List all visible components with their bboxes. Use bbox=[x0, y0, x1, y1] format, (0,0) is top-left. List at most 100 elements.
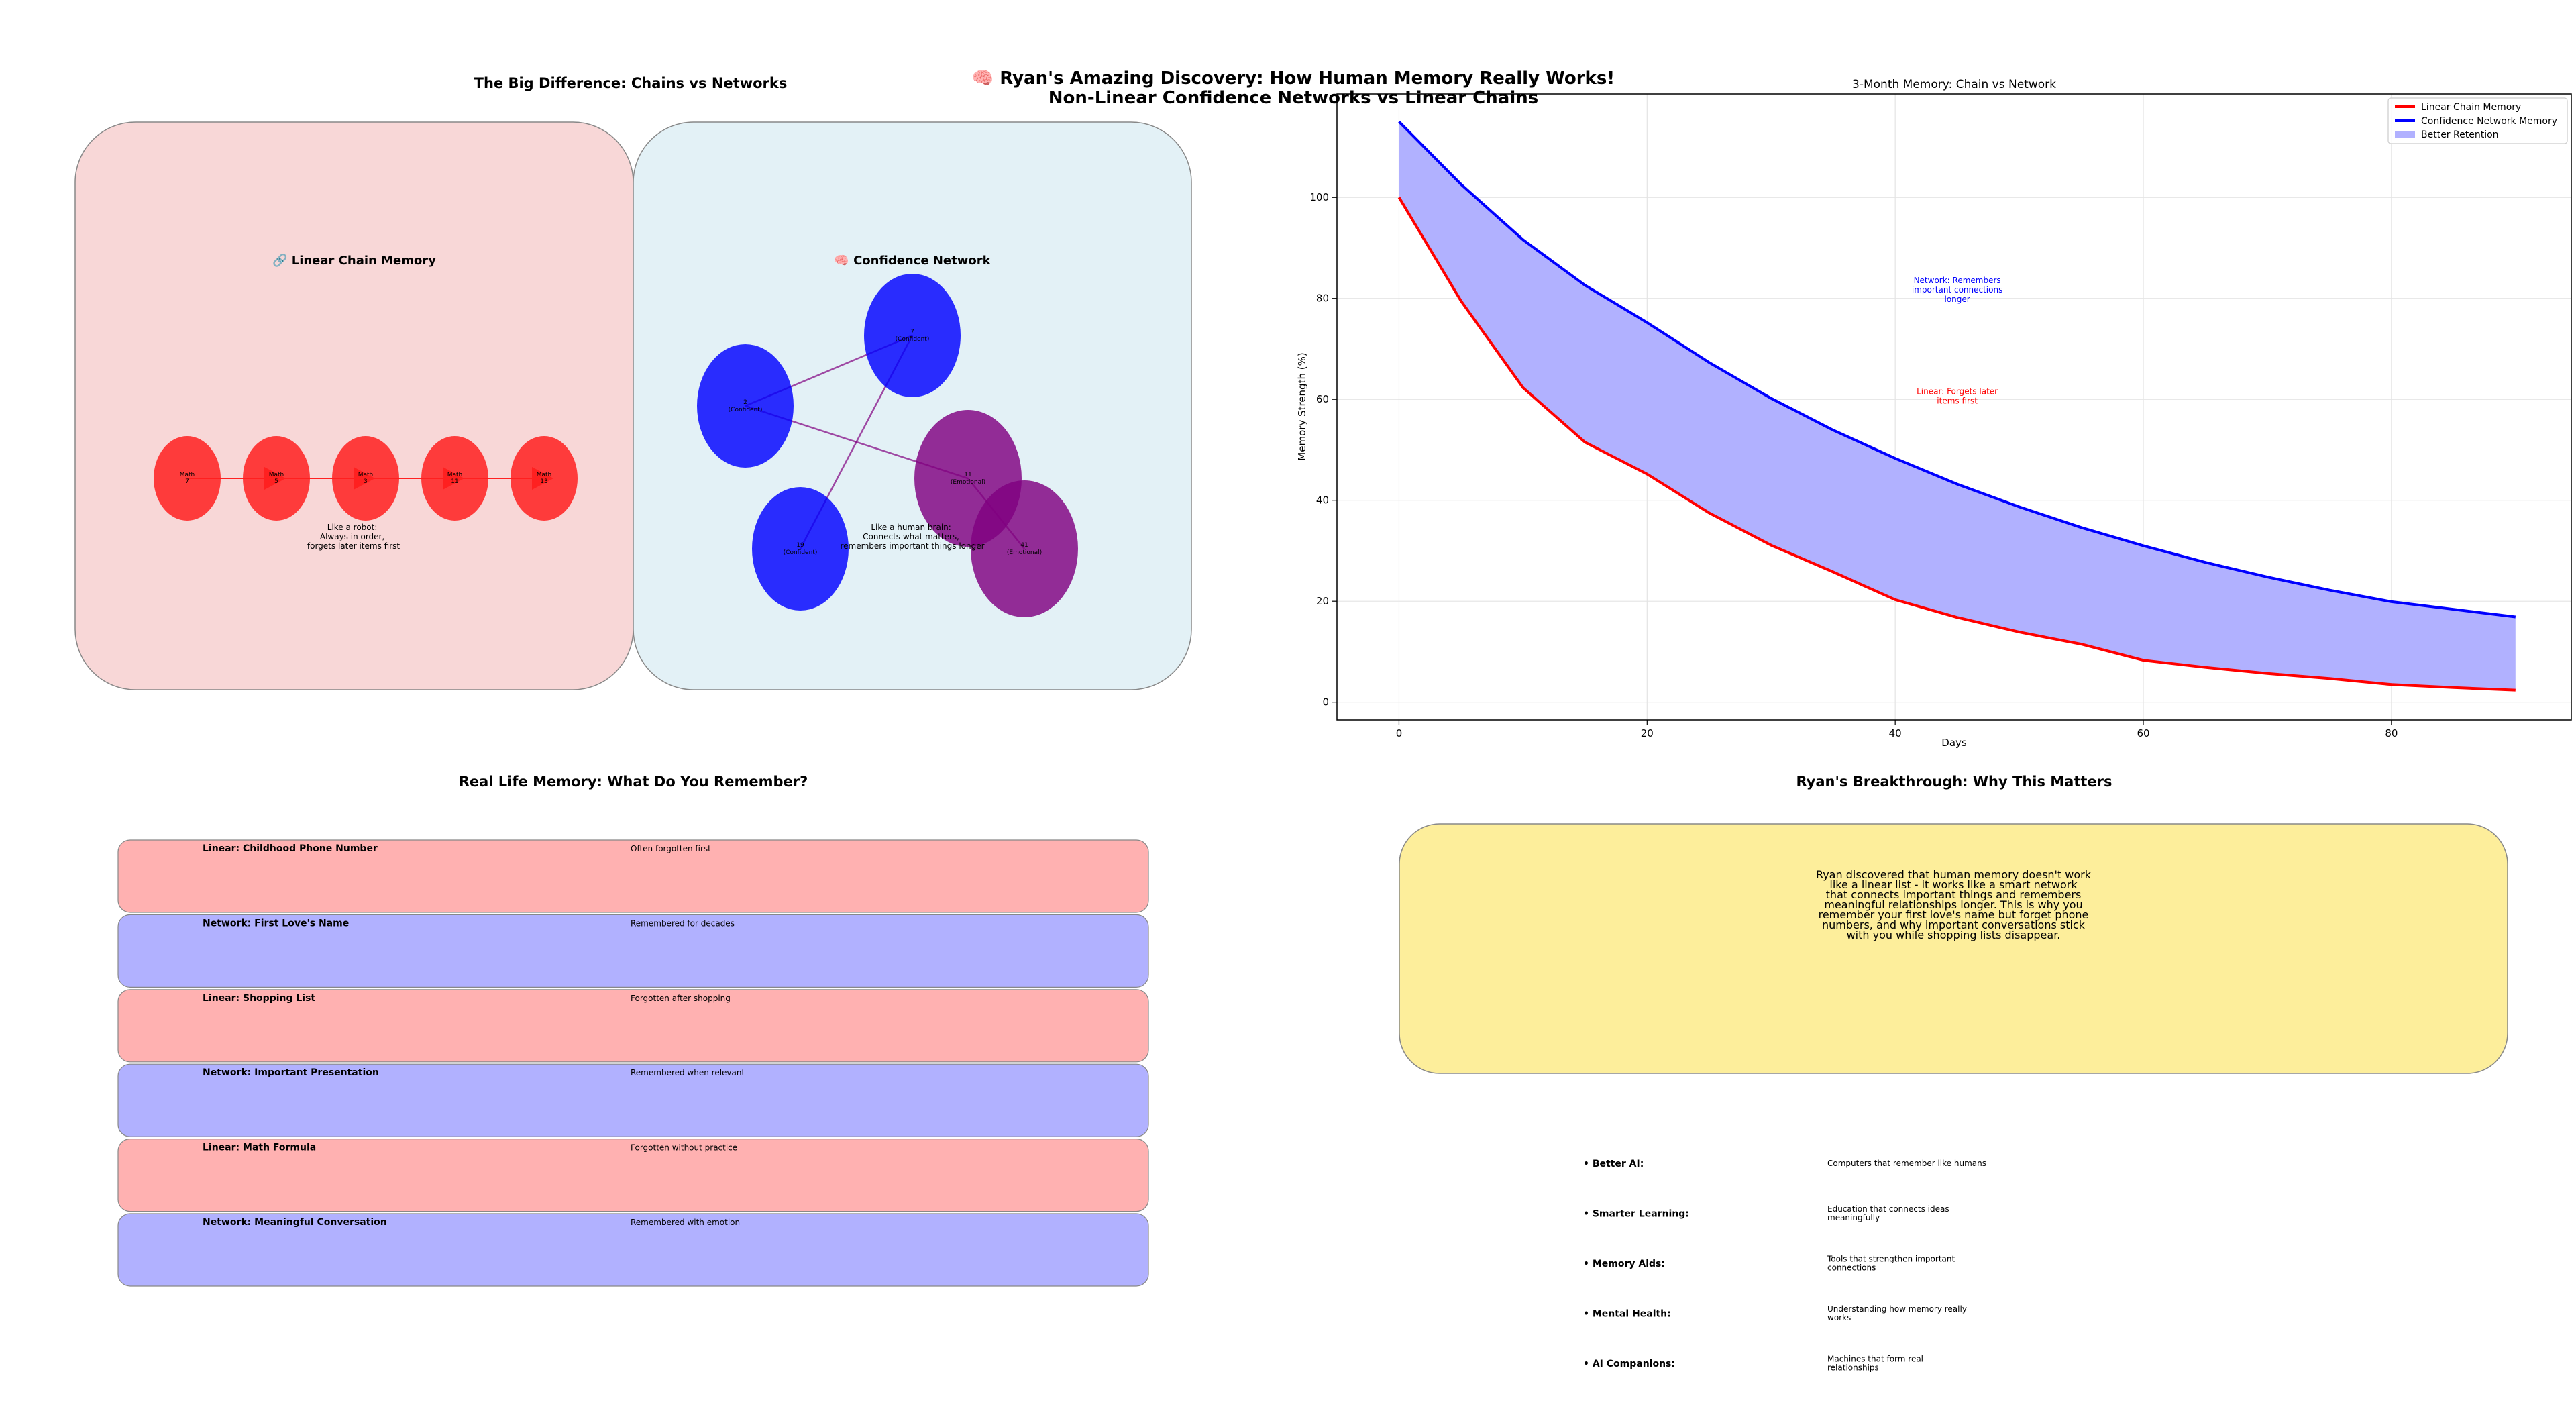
benefit-desc-line: Understanding how memory really bbox=[1827, 1304, 1967, 1314]
memory-row: Linear: Math Formula Forgotten without pr… bbox=[117, 1138, 1149, 1212]
benefit-desc: Education that connects ideas meaningfull… bbox=[1827, 1204, 1949, 1222]
chain-box-heading: 🔗 Linear Chain Memory bbox=[272, 253, 436, 268]
confidence-network-line bbox=[1398, 120, 2516, 619]
memory-row-outcome: Forgotten without practice bbox=[631, 1143, 737, 1153]
benefit-label: • AI Companions: bbox=[1583, 1359, 1675, 1369]
chain-node-label-line: 11 bbox=[451, 478, 458, 485]
chain-node-label: Math 11 bbox=[447, 472, 463, 485]
y-tick-label: 20 bbox=[1316, 595, 1329, 607]
network-node-label-line: 2 bbox=[743, 399, 747, 406]
network-caption-line: remembers important things longer bbox=[840, 541, 984, 551]
x-tick-label: 0 bbox=[1396, 727, 1403, 739]
chart-ticks: 0 20 40 60 80 0 20 40 60 80 100 bbox=[1309, 191, 2398, 739]
benefit-desc: Understanding how memory really works bbox=[1827, 1304, 1967, 1322]
diagram-panel: The Big Difference: Chains vs Networks 🔗… bbox=[74, 75, 1192, 690]
benefit-label: • Smarter Learning: bbox=[1583, 1209, 1689, 1220]
benefit-row: • Mental Health: Understanding how memory… bbox=[1583, 1304, 1967, 1322]
network-node-label: 2 (Confident) bbox=[729, 399, 763, 413]
network-node bbox=[697, 344, 794, 468]
real-life-title: Real Life Memory: What Do You Remember? bbox=[459, 774, 808, 790]
chain-caption-line: Always in order, bbox=[320, 532, 384, 541]
network-node-label-line: (Confident) bbox=[784, 549, 818, 556]
chart-legend: Linear Chain Memory Confidence Network M… bbox=[2387, 97, 2568, 144]
network-node-label: 41 (Emotional) bbox=[1007, 542, 1042, 556]
network-node-label-line: 19 bbox=[796, 542, 804, 549]
retention-chart: 3-Month Memory: Chain vs Network 0 20 40 60… bbox=[1296, 78, 2572, 749]
memory-row-outcome: Remembered with emotion bbox=[631, 1218, 740, 1227]
chain-node-label-line: Math bbox=[180, 472, 195, 478]
chain-node-label-line: Math bbox=[358, 472, 374, 478]
benefit-row: • Memory Aids: Tools that strengthen impo… bbox=[1583, 1255, 1955, 1273]
chain-node-label-line: 3 bbox=[364, 478, 368, 485]
network-node bbox=[971, 480, 1078, 617]
figure-title-line1: 🧠 Ryan's Amazing Discovery: How Human Me… bbox=[972, 68, 1615, 89]
benefit-label: • Memory Aids: bbox=[1583, 1259, 1665, 1269]
figure-title-line2: Non-Linear Confidence Networks vs Linear… bbox=[1049, 88, 1538, 108]
network-node bbox=[864, 274, 961, 397]
better-retention-fill bbox=[1399, 121, 2516, 690]
chain-node-label-line: Math bbox=[447, 472, 463, 478]
chain-caption-line: forgets later items first bbox=[307, 541, 400, 551]
chain-node-label: Math 5 bbox=[269, 472, 284, 485]
network-node-label-line: 7 bbox=[910, 329, 914, 335]
chain-node-label-line: Math bbox=[537, 472, 552, 478]
y-tick-label: 100 bbox=[1309, 191, 1329, 203]
chain-arrow bbox=[264, 467, 286, 490]
benefit-desc-line: Education that connects ideas bbox=[1827, 1204, 1949, 1214]
network-caption-line: Connects what matters, bbox=[863, 532, 959, 541]
summary-text: Ryan discovered that human memory doesn'… bbox=[1816, 868, 2092, 941]
network-caption-line: Like a human brain: bbox=[871, 523, 951, 532]
benefit-desc-line: connections bbox=[1827, 1263, 1876, 1273]
chart-annotation-line: Linear: Forgets later bbox=[1917, 387, 1998, 397]
network-nodes: 2 (Confident)7 (Confident)11 (Emotional)19(… bbox=[697, 274, 1078, 617]
summary-box bbox=[1399, 823, 2508, 1074]
memory-row-box bbox=[117, 1213, 1149, 1287]
memory-row-label: Network: First Love's Name bbox=[203, 918, 349, 929]
x-tick-label: 40 bbox=[1889, 727, 1902, 739]
chart-annotation-line: Network: Remembers bbox=[1914, 276, 2001, 285]
plot-frame bbox=[1336, 93, 2572, 721]
memory-row-box bbox=[117, 914, 1149, 988]
memory-row-label: Linear: Math Formula bbox=[203, 1143, 316, 1153]
network-node-label-line: 11 bbox=[964, 472, 971, 478]
breakthrough-panel: Ryan's Breakthrough: Why This Matters Ry… bbox=[1399, 774, 2508, 1373]
benefit-desc: Computers that remember like humans bbox=[1827, 1159, 1986, 1168]
chain-node-label-line: 5 bbox=[274, 478, 278, 485]
benefit-desc-line: Tools that strengthen important bbox=[1827, 1255, 1955, 1264]
benefit-label: • Better AI: bbox=[1583, 1159, 1644, 1169]
summary-line: remember your first love's name but forg… bbox=[1819, 908, 2089, 921]
memory-row-label: Network: Important Presentation bbox=[203, 1067, 379, 1078]
network-node-label-line: (Emotional) bbox=[1007, 549, 1042, 556]
summary-line: meaningful relationships longer. This is… bbox=[1824, 898, 2082, 911]
network-node-label-line: (Confident) bbox=[896, 336, 930, 343]
memory-row-outcome: Remembered for decades bbox=[631, 918, 735, 928]
chain-node bbox=[154, 436, 221, 521]
chart-title: 3-Month Memory: Chain vs Network bbox=[1852, 78, 2056, 91]
memory-row-label: Linear: Shopping List bbox=[203, 993, 315, 1004]
chain-node-label-line: 13 bbox=[540, 478, 547, 485]
x-axis-label: Days bbox=[1941, 737, 1967, 749]
y-tick-label: 0 bbox=[1322, 696, 1329, 708]
memory-row-outcome: Often forgotten first bbox=[631, 844, 711, 853]
benefit-row: • Better AI: Computers that remember like… bbox=[1583, 1159, 1986, 1169]
chart-annotation: Network: Remembers important connections l… bbox=[1912, 276, 2002, 304]
benefit-desc: Machines that form real relationships bbox=[1827, 1355, 1923, 1373]
memory-row-box bbox=[117, 1138, 1149, 1212]
x-tick-label: 20 bbox=[1641, 727, 1654, 739]
chain-node-label-line: Math bbox=[269, 472, 284, 478]
memory-row-outcome: Forgotten after shopping bbox=[631, 994, 731, 1003]
chain-caption-line: Like a robot: bbox=[327, 523, 378, 532]
summary-line: with you while shopping lists disappear. bbox=[1847, 929, 2061, 941]
y-tick-label: 80 bbox=[1316, 293, 1329, 305]
benefit-row: • Smarter Learning: Education that connec… bbox=[1583, 1204, 1949, 1222]
network-node-label: 19 (Confident) bbox=[784, 542, 818, 556]
chart-annotation-line: longer bbox=[1945, 295, 1970, 304]
memory-row: Network: Meaningful Conversation Remember… bbox=[117, 1213, 1149, 1287]
network-node-label: 7 (Confident) bbox=[896, 329, 930, 343]
real-life-panel: Real Life Memory: What Do You Remember? … bbox=[117, 774, 1149, 1287]
diagram-panel-title: The Big Difference: Chains vs Networks bbox=[474, 75, 788, 91]
legend-frame bbox=[2387, 97, 2568, 144]
memory-row-box bbox=[117, 1063, 1149, 1137]
